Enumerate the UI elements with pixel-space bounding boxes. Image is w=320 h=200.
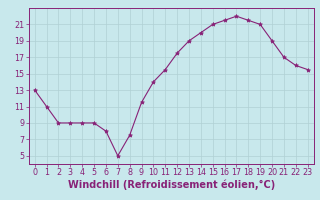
X-axis label: Windchill (Refroidissement éolien,°C): Windchill (Refroidissement éolien,°C) [68, 180, 275, 190]
